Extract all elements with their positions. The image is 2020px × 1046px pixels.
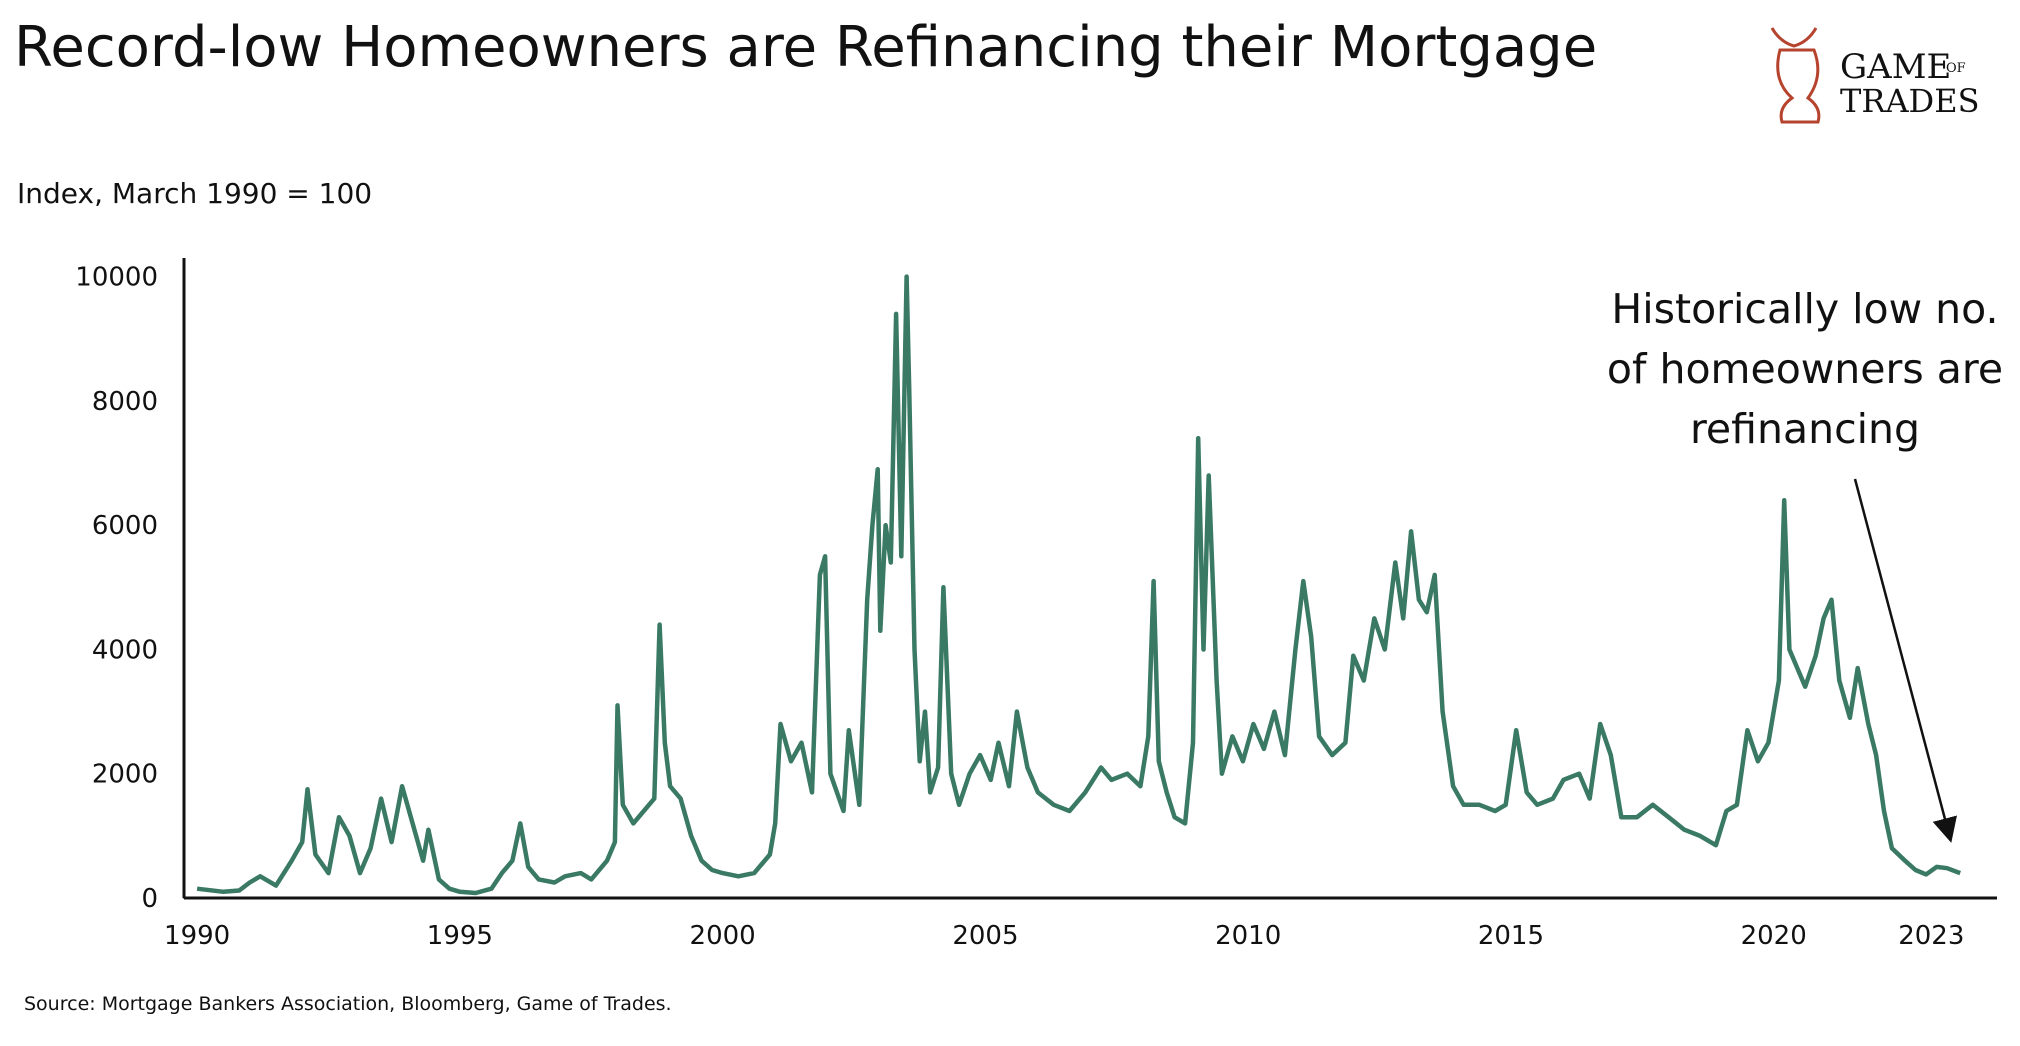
subtitle: Index, March 1990 = 100 — [17, 177, 372, 210]
annotation-line: refinancing — [1690, 405, 1920, 453]
x-tick-label: 2015 — [1478, 921, 1544, 951]
y-tick-label: 4000 — [92, 635, 158, 665]
x-tick-label: 2000 — [690, 921, 756, 951]
x-tick-label: 1990 — [164, 921, 230, 951]
annotation-line: of homeowners are — [1607, 345, 2003, 393]
x-tick-label: 1995 — [427, 921, 493, 951]
logo-icon — [1770, 27, 1821, 124]
annotation: Historically low no. of homeowners are r… — [1607, 285, 2003, 453]
logo-text: TRADES — [1840, 82, 1979, 120]
chart-title: Record-low Homeowners are Refinancing th… — [14, 15, 1597, 80]
x-tick-label: 2005 — [952, 921, 1018, 951]
y-tick-label: 0 — [141, 884, 158, 914]
source: Source: Mortgage Bankers Association, Bl… — [24, 993, 672, 1015]
x-tick-label: 2023 — [1898, 921, 1964, 951]
y-tick-label: 8000 — [92, 387, 158, 417]
logo-text: GAME — [1840, 47, 1951, 87]
annotation-arrow — [1853, 478, 1957, 843]
logo: GAME OF TRADES — [1770, 27, 1979, 124]
y-tick-label: 2000 — [92, 760, 158, 790]
x-tick-label: 2020 — [1741, 921, 1807, 951]
y-tick-label: 6000 — [92, 511, 158, 541]
annotation-line: Historically low no. — [1611, 285, 1998, 333]
x-tick-label: 2010 — [1215, 921, 1281, 951]
data-line — [196, 274, 1961, 896]
logo-text: OF — [1946, 61, 1966, 76]
y-tick-label: 10000 — [75, 263, 158, 293]
